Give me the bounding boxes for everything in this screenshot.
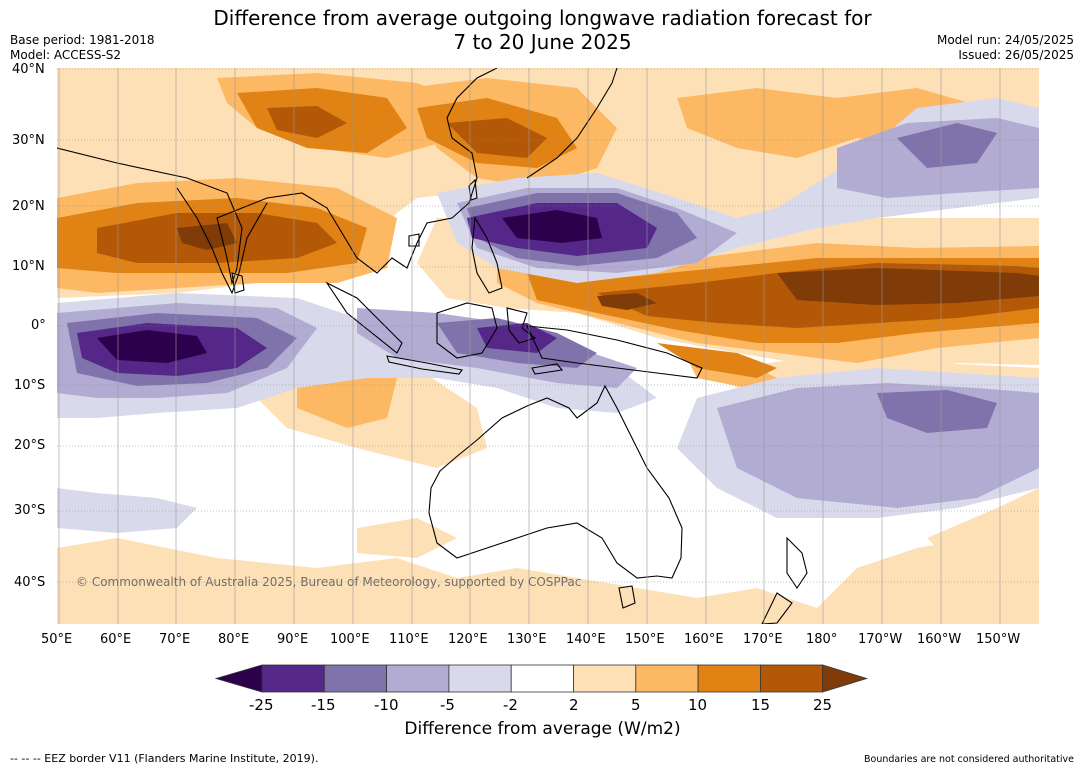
- lon-label: 160°W: [917, 632, 962, 647]
- colorbar-tick: -5: [440, 696, 455, 714]
- lat-label: 30°S: [14, 503, 46, 518]
- lon-label: 130°E: [507, 632, 547, 647]
- lon-label: 100°E: [330, 632, 370, 647]
- lon-label: 120°E: [448, 632, 488, 647]
- model-run: Model run: 24/05/2025: [936, 33, 1074, 47]
- colorbar-cell: [760, 664, 824, 693]
- colorbar-tick: -2: [503, 696, 518, 714]
- copyright-notice: © Commonwealth of Australia 2025, Bureau…: [76, 575, 582, 589]
- lat-label: 0°: [31, 318, 46, 333]
- sri-lanka-coastline: [231, 272, 245, 294]
- colorbar-tick: 2: [569, 696, 579, 714]
- colorbar-cell: [323, 664, 388, 693]
- india-coastline: [176, 187, 268, 295]
- new-guinea-coastline: [526, 325, 703, 379]
- east-timor-coastline: [531, 363, 564, 375]
- lat-label: 30°N: [12, 133, 45, 148]
- lat-label: 40°N: [12, 62, 45, 77]
- colorbar-extension-low: [215, 664, 263, 693]
- issued-date: Issued: 26/05/2025: [958, 48, 1074, 62]
- colorbar-tick: 10: [688, 696, 708, 714]
- colorbar-extension-high: [822, 664, 869, 693]
- boundaries-disclaimer: Boundaries are not considered authoritat…: [864, 754, 1074, 765]
- lon-label: 170°E: [743, 632, 783, 647]
- colorbar-cell: [261, 664, 325, 693]
- lon-label: 110°E: [389, 632, 429, 647]
- japan-coastline: [526, 68, 618, 179]
- lat-label: 20°N: [12, 199, 45, 214]
- philippines-coastline: [471, 216, 503, 294]
- lon-label: 50°E: [41, 632, 73, 647]
- anomaly-band-darkest-purple: [97, 210, 602, 363]
- australia-coastline: [428, 384, 683, 579]
- borneo-coastline: [436, 302, 498, 359]
- title-line-1: Difference from average outgoing longwav…: [213, 6, 872, 30]
- model-name: Model: ACCESS-S2: [10, 48, 122, 62]
- colorbar-tick: -15: [311, 696, 336, 714]
- meridians: [58, 68, 1001, 624]
- lat-label: 20°S: [14, 438, 46, 453]
- taiwan-coastline: [468, 178, 478, 201]
- olr-anomaly-map: [57, 68, 1039, 624]
- lon-label: 80°E: [218, 632, 250, 647]
- colorbar-cell: [697, 664, 761, 693]
- title-line-2: 7 to 20 June 2025: [453, 30, 632, 54]
- lat-label: 10°N: [12, 259, 45, 274]
- colorbar-cell: [635, 664, 699, 693]
- colorbar-cell: [386, 664, 450, 693]
- sumatra-coastline: [325, 281, 403, 354]
- colorbar-tick: 5: [631, 696, 641, 714]
- lon-label: 90°E: [277, 632, 309, 647]
- colorbar-tick: -10: [374, 696, 399, 714]
- map-title: Difference from average outgoing longwav…: [0, 6, 1085, 54]
- hainan-coastline: [408, 233, 420, 247]
- new-zealand-coastline: [761, 536, 808, 624]
- tasmania-coastline: [618, 585, 636, 609]
- colorbar-tick: 15: [751, 696, 771, 714]
- colorbar: [215, 664, 869, 693]
- sulawesi-coastline: [506, 307, 537, 344]
- lon-label: 140°E: [566, 632, 606, 647]
- asia-coastline: [57, 68, 498, 286]
- lon-label: 160°E: [684, 632, 724, 647]
- coastlines: [57, 68, 808, 624]
- colorbar-cell: [448, 664, 512, 693]
- colorbar-cell: [510, 664, 574, 693]
- lon-label: 150°W: [976, 632, 1021, 647]
- lon-label: 70°E: [159, 632, 191, 647]
- lon-label: 180°: [806, 632, 838, 647]
- base-period: Base period: 1981-2018: [10, 33, 155, 47]
- colorbar-tick: 25: [813, 696, 833, 714]
- lat-label: 40°S: [14, 575, 46, 590]
- colorbar-cell: [573, 664, 637, 693]
- lon-label: 170°W: [858, 632, 903, 647]
- lon-label: 150°E: [625, 632, 665, 647]
- colorbar-label: Difference from average (W/m2): [404, 719, 681, 739]
- java-coastline: [386, 355, 463, 375]
- anomaly-band-darkest-brown: [177, 223, 1039, 310]
- eez-border-note: -- -- -- EEZ border V11 (Flanders Marine…: [10, 752, 319, 765]
- lon-label: 60°E: [100, 632, 132, 647]
- colorbar-tick: -25: [249, 696, 274, 714]
- lat-label: 10°S: [14, 378, 46, 393]
